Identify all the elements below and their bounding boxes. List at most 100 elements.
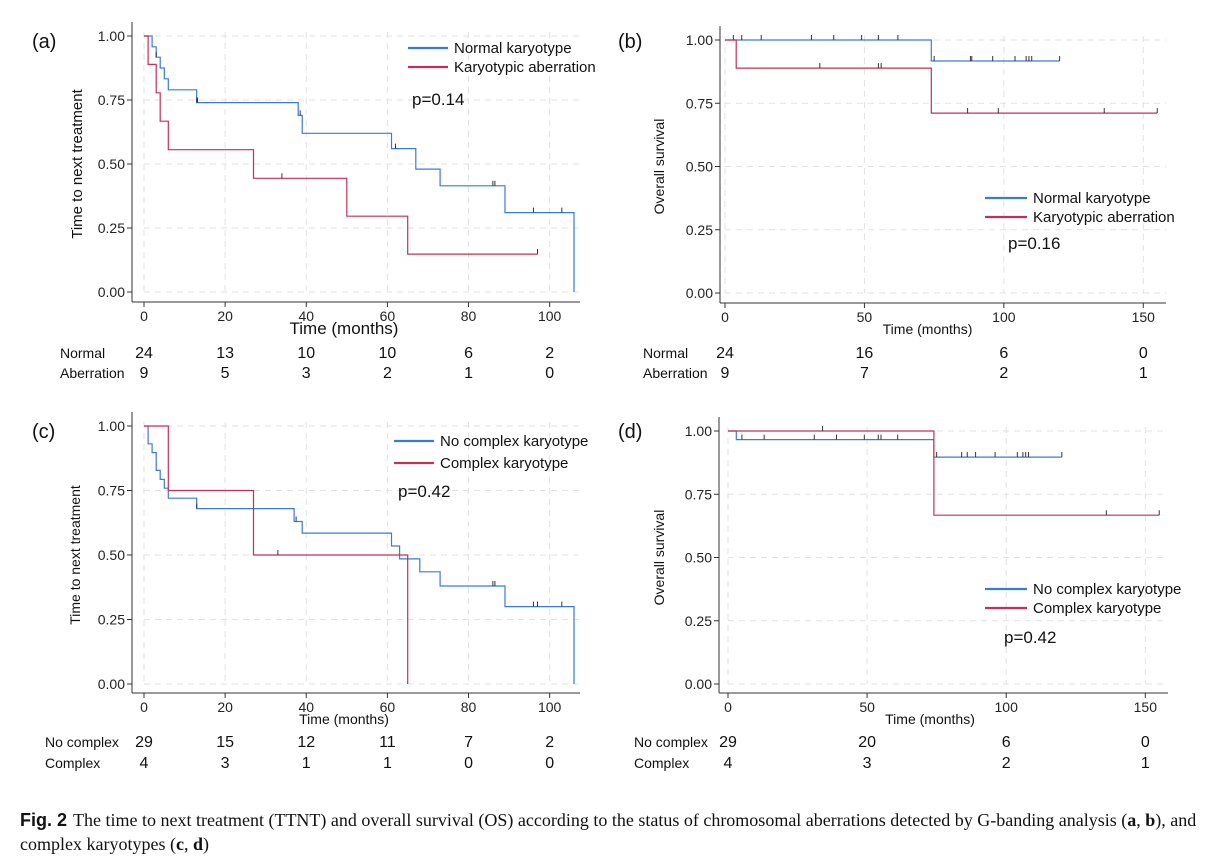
legend-label: Normal karyotype — [1033, 190, 1151, 207]
x-tick-label: 80 — [461, 699, 477, 715]
x-tick-label: 20 — [217, 308, 233, 324]
y-tick-label: 0.00 — [98, 284, 125, 300]
y-tick-label: 1.00 — [98, 28, 125, 44]
caption-ref-b: b — [1145, 810, 1156, 830]
risk-count: 2 — [999, 365, 1008, 382]
chart-panel-1: (a)0.000.250.500.751.000 20 40 60 80 100Time … — [32, 22, 596, 382]
y-axis-title: Overall survival — [651, 119, 667, 215]
risk-count: 6 — [1002, 734, 1011, 751]
risk-count: 13 — [216, 345, 234, 362]
x-axis-title: Time (months) — [299, 711, 389, 727]
x-tick-label: 50 — [859, 699, 875, 715]
y-tick-label: 0.50 — [98, 547, 125, 563]
series-line-2 — [728, 430, 1160, 516]
x-axis-title: Time (months) — [885, 711, 975, 727]
chart-panel-3: (c)0.000.250.500.751.000 20 40 60 80 100Time … — [32, 412, 588, 772]
y-tick-label: 1.00 — [685, 423, 712, 439]
chart-panel-4: (d) 0.00 0.25 0.50 0.75 1.00 0 50 100 150 Time (mo… — [618, 417, 1181, 772]
legend-label: No complex karyotype — [440, 433, 588, 450]
legend-label: Normal karyotype — [454, 40, 572, 57]
panel-label: (b) — [618, 31, 642, 53]
risk-row-label: No complex — [45, 734, 119, 750]
risk-count: 2 — [545, 345, 554, 362]
y-tick-label: 0.50 — [98, 156, 125, 172]
risk-count: 10 — [378, 345, 396, 362]
series-line-2 — [144, 425, 409, 684]
risk-count: 2 — [1002, 755, 1011, 772]
y-tick-label: 0.25 — [98, 612, 125, 628]
risk-count: 29 — [135, 734, 153, 751]
caption-text-2: ), and complex karyotypes ( — [20, 810, 1197, 854]
risk-count: 1 — [383, 755, 392, 772]
risk-count: 15 — [216, 734, 234, 751]
risk-count: 9 — [140, 365, 149, 382]
y-tick-label: 0.75 — [686, 95, 713, 111]
risk-count: 5 — [221, 365, 230, 382]
y-axis-title: Time to next treatment — [67, 485, 83, 625]
y-axis-title: Overall survival — [651, 510, 667, 606]
x-tick-label: 40 — [298, 308, 314, 324]
risk-count: 29 — [719, 734, 737, 751]
p-value-label: p=0.16 — [1008, 234, 1060, 253]
x-tick-label: 60 — [380, 699, 396, 715]
caption-label: Fig. 2 — [20, 810, 68, 830]
risk-count: 3 — [302, 365, 311, 382]
risk-count: 4 — [140, 755, 149, 772]
y-tick-label: 0.00 — [686, 285, 713, 301]
x-tick-label: 50 — [857, 309, 873, 325]
y-tick-label: 0.50 — [685, 550, 712, 566]
y-tick-label: 0.00 — [685, 676, 712, 692]
p-value-label: p=0.42 — [398, 482, 450, 501]
risk-row-label: Complex — [634, 755, 689, 771]
caption-text-1: The time to next treatment (TTNT) and ov… — [73, 810, 1128, 830]
panel-label: (c) — [32, 421, 55, 443]
y-axis-title: Time to next treatment — [69, 88, 86, 238]
risk-count: 9 — [721, 365, 730, 382]
x-tick-label: 40 — [298, 699, 314, 715]
p-value-label: p=0.42 — [1004, 628, 1056, 647]
risk-count: 3 — [221, 755, 230, 772]
legend-label: Complex karyotype — [1033, 600, 1161, 617]
x-tick-label: 100 — [992, 309, 1016, 325]
risk-count: 1 — [302, 755, 311, 772]
risk-count: 0 — [545, 755, 554, 772]
x-tick-label: 150 — [1134, 699, 1158, 715]
y-tick-label: 0.75 — [98, 483, 125, 499]
y-tick-label: 1.00 — [98, 418, 125, 434]
risk-count: 2 — [383, 365, 392, 382]
x-tick-label: 0 — [724, 699, 732, 715]
series-line-1 — [144, 425, 575, 684]
x-tick-label: 60 — [380, 308, 396, 324]
risk-count: 1 — [1141, 755, 1150, 772]
risk-count: 7 — [464, 734, 473, 751]
y-tick-label: 0.75 — [685, 486, 712, 502]
risk-row-label: Aberration — [643, 365, 708, 381]
y-tick-label: 0.25 — [686, 222, 713, 238]
risk-count: 24 — [135, 345, 153, 362]
series-line-1 — [725, 39, 1060, 62]
x-tick-label: 20 — [217, 699, 233, 715]
risk-count: 24 — [716, 345, 734, 362]
risk-count: 16 — [856, 345, 874, 362]
risk-row-label: Normal — [643, 345, 688, 361]
risk-count: 1 — [464, 365, 473, 382]
x-axis-title: Time (months) — [290, 319, 399, 338]
legend-label: No complex karyotype — [1033, 581, 1181, 598]
panel-label: (d) — [618, 421, 642, 443]
x-tick-label: 100 — [538, 699, 562, 715]
caption-ref-a: a — [1127, 810, 1137, 830]
y-tick-label: 0.75 — [98, 92, 125, 108]
x-tick-label: 0 — [140, 308, 148, 324]
x-axis-title: Time (months) — [883, 321, 973, 337]
risk-row-label: Complex — [45, 755, 100, 771]
risk-count: 0 — [464, 755, 473, 772]
risk-count: 3 — [863, 755, 872, 772]
caption-text-3: ) — [202, 834, 209, 854]
y-tick-label: 1.00 — [686, 32, 713, 48]
series-line-2 — [144, 35, 538, 255]
y-tick-label: 0.50 — [686, 159, 713, 175]
caption-ref-d: d — [192, 834, 203, 854]
y-tick-label: 0.25 — [685, 613, 712, 629]
risk-row-label: Aberration — [60, 365, 125, 381]
